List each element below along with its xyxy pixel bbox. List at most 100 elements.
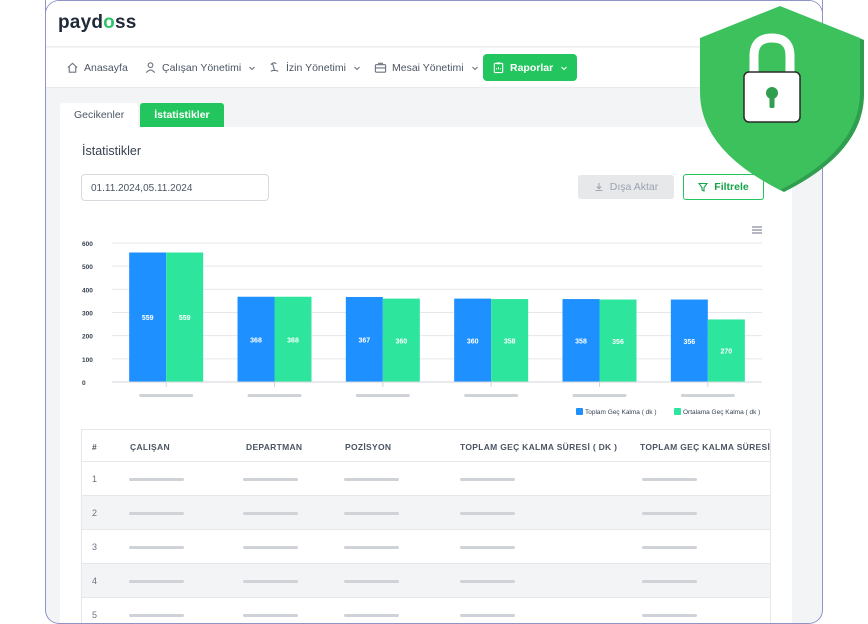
export-label: Dışa Aktar (609, 181, 659, 193)
chevron-down-icon (354, 66, 360, 70)
security-shield-icon (700, 6, 864, 192)
download-icon (595, 183, 603, 192)
nav-item-label: Çalışan Yönetimi (162, 61, 242, 74)
date-range-input[interactable]: 01.11.2024,05.11.2024 (81, 174, 269, 201)
table-row[interactable]: 1 (81, 462, 771, 496)
legend-swatch (674, 408, 681, 415)
nav-item-leave[interactable]: İzin Yönetimi (268, 54, 361, 81)
legend-swatch (576, 408, 583, 415)
content-area: Gecikenler İstatistikler İstatistikler 0… (60, 89, 808, 623)
table-row[interactable]: 4 (81, 564, 771, 598)
placeholder-bar (129, 614, 184, 617)
col-header-department[interactable]: DEPARTMAN (246, 442, 303, 452)
nav-item-home[interactable]: Anasayfa (66, 54, 128, 81)
chevron-down-icon (471, 66, 478, 70)
data-label: 356 (683, 339, 695, 346)
col-header-total-delay[interactable]: TOPLAM GEÇ KALMA SÜRESİ (640, 442, 771, 452)
data-label: 270 (720, 349, 732, 356)
user-icon (145, 62, 156, 73)
nav-item-employees[interactable]: Çalışan Yönetimi (144, 54, 256, 81)
row-index: 5 (92, 610, 98, 620)
y-tick-label: 500 (82, 264, 93, 271)
nav-item-overtime[interactable]: Mesai Yönetimi (374, 54, 479, 81)
x-tick-label-placeholder (139, 394, 194, 397)
logo[interactable]: paydoss (58, 12, 137, 33)
col-header-employee[interactable]: ÇALIŞAN (130, 442, 170, 452)
placeholder-bar (642, 512, 697, 515)
chart-bar (382, 298, 420, 382)
data-label: 559 (142, 315, 154, 322)
nav-item-reports[interactable]: Raporlar (483, 54, 578, 81)
placeholder-bar (642, 614, 697, 617)
nav-item-label: Mesai Yönetimi (392, 61, 464, 74)
row-index: 1 (92, 474, 98, 484)
statistics-table: # ÇALIŞAN DEPARTMAN POZİSYON TOPLAM GEÇ … (81, 429, 771, 623)
chart-bar (562, 299, 600, 382)
card-title: İstatistikler (82, 144, 142, 158)
table-row[interactable]: 5 (81, 598, 771, 623)
placeholder-bar (129, 580, 184, 583)
col-header-total-delay-dk[interactable]: TOPLAM GEÇ KALMA SÜRESİ ( DK ) (460, 442, 618, 452)
chevron-down-icon (249, 66, 256, 70)
x-tick-label-placeholder (680, 394, 735, 397)
table-header: # ÇALIŞAN DEPARTMAN POZİSYON TOPLAM GEÇ … (81, 429, 771, 462)
chart-bar (129, 252, 167, 382)
y-tick-label: 300 (82, 311, 93, 318)
x-tick-label-placeholder (355, 394, 410, 397)
data-label: 358 (575, 339, 587, 346)
placeholder-bar (344, 580, 399, 583)
y-tick-label: 600 (82, 241, 93, 248)
chart-menu-icon[interactable] (751, 225, 763, 235)
chart-bar (670, 299, 708, 382)
placeholder-bar (642, 580, 697, 583)
y-tick-label: 400 (82, 287, 93, 294)
placeholder-bar (243, 546, 298, 549)
chart-bar (166, 252, 204, 382)
table-row[interactable]: 3 (81, 530, 771, 564)
chart-bar (274, 296, 312, 382)
filter-button[interactable]: Filtrele (683, 174, 764, 200)
chevron-down-icon (561, 66, 568, 70)
x-tick-label-placeholder (464, 394, 519, 397)
clipboard-icon (493, 62, 504, 74)
placeholder-bar (460, 546, 515, 549)
beach-icon (270, 62, 279, 72)
placeholder-bar (460, 478, 515, 481)
placeholder-bar (642, 546, 697, 549)
y-tick-label: 200 (82, 334, 93, 341)
x-tick-label-placeholder (572, 394, 627, 397)
tab-statistics[interactable]: İstatistikler (140, 103, 224, 127)
placeholder-bar (129, 546, 184, 549)
data-label: 360 (395, 338, 407, 345)
placeholder-bar (243, 478, 298, 481)
statistics-card: İstatistikler 01.11.2024,05.11.2024 Dışa… (60, 127, 792, 623)
row-index: 2 (92, 508, 98, 518)
filter-icon (698, 182, 709, 192)
table-row[interactable]: 2 (81, 496, 771, 530)
chart-bar (237, 296, 275, 382)
nav-item-label: İzin Yönetimi (286, 61, 346, 74)
x-tick-label-placeholder (247, 394, 302, 397)
y-tick-label: 0 (82, 380, 86, 387)
data-label: 559 (179, 315, 191, 322)
tab-delayed[interactable]: Gecikenler (60, 103, 139, 127)
placeholder-bar (243, 512, 298, 515)
bar-chart: 0 100 200 300 400 500 600 559 559 368 368 367 360 360… (82, 241, 762, 416)
topbar: paydoss (46, 1, 822, 47)
export-button[interactable]: Dışa Aktar (578, 175, 674, 199)
chart-bar (345, 296, 383, 382)
placeholder-bar (460, 580, 515, 583)
chart-bar (454, 298, 492, 382)
placeholder-bar (129, 512, 184, 515)
data-label: 368 (287, 337, 299, 344)
col-header-index: # (92, 442, 98, 452)
tab-bar: Gecikenler İstatistikler (60, 103, 226, 127)
placeholder-bar (243, 580, 298, 583)
placeholder-bar (642, 478, 697, 481)
placeholder-bar (129, 478, 184, 481)
chart-bar (491, 299, 529, 382)
placeholder-bar (344, 614, 399, 617)
data-label: 358 (504, 339, 516, 346)
placeholder-bar (344, 546, 399, 549)
col-header-position[interactable]: POZİSYON (345, 442, 392, 452)
